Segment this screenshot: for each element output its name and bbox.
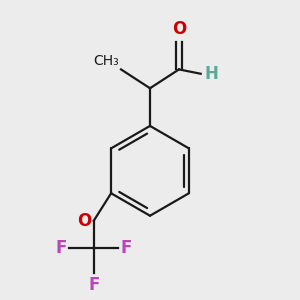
Text: CH₃: CH₃ <box>93 54 119 68</box>
Text: F: F <box>88 276 99 294</box>
Text: F: F <box>121 239 132 257</box>
Text: O: O <box>77 212 92 230</box>
Text: O: O <box>172 20 186 38</box>
Text: F: F <box>56 239 67 257</box>
Text: H: H <box>204 65 218 83</box>
